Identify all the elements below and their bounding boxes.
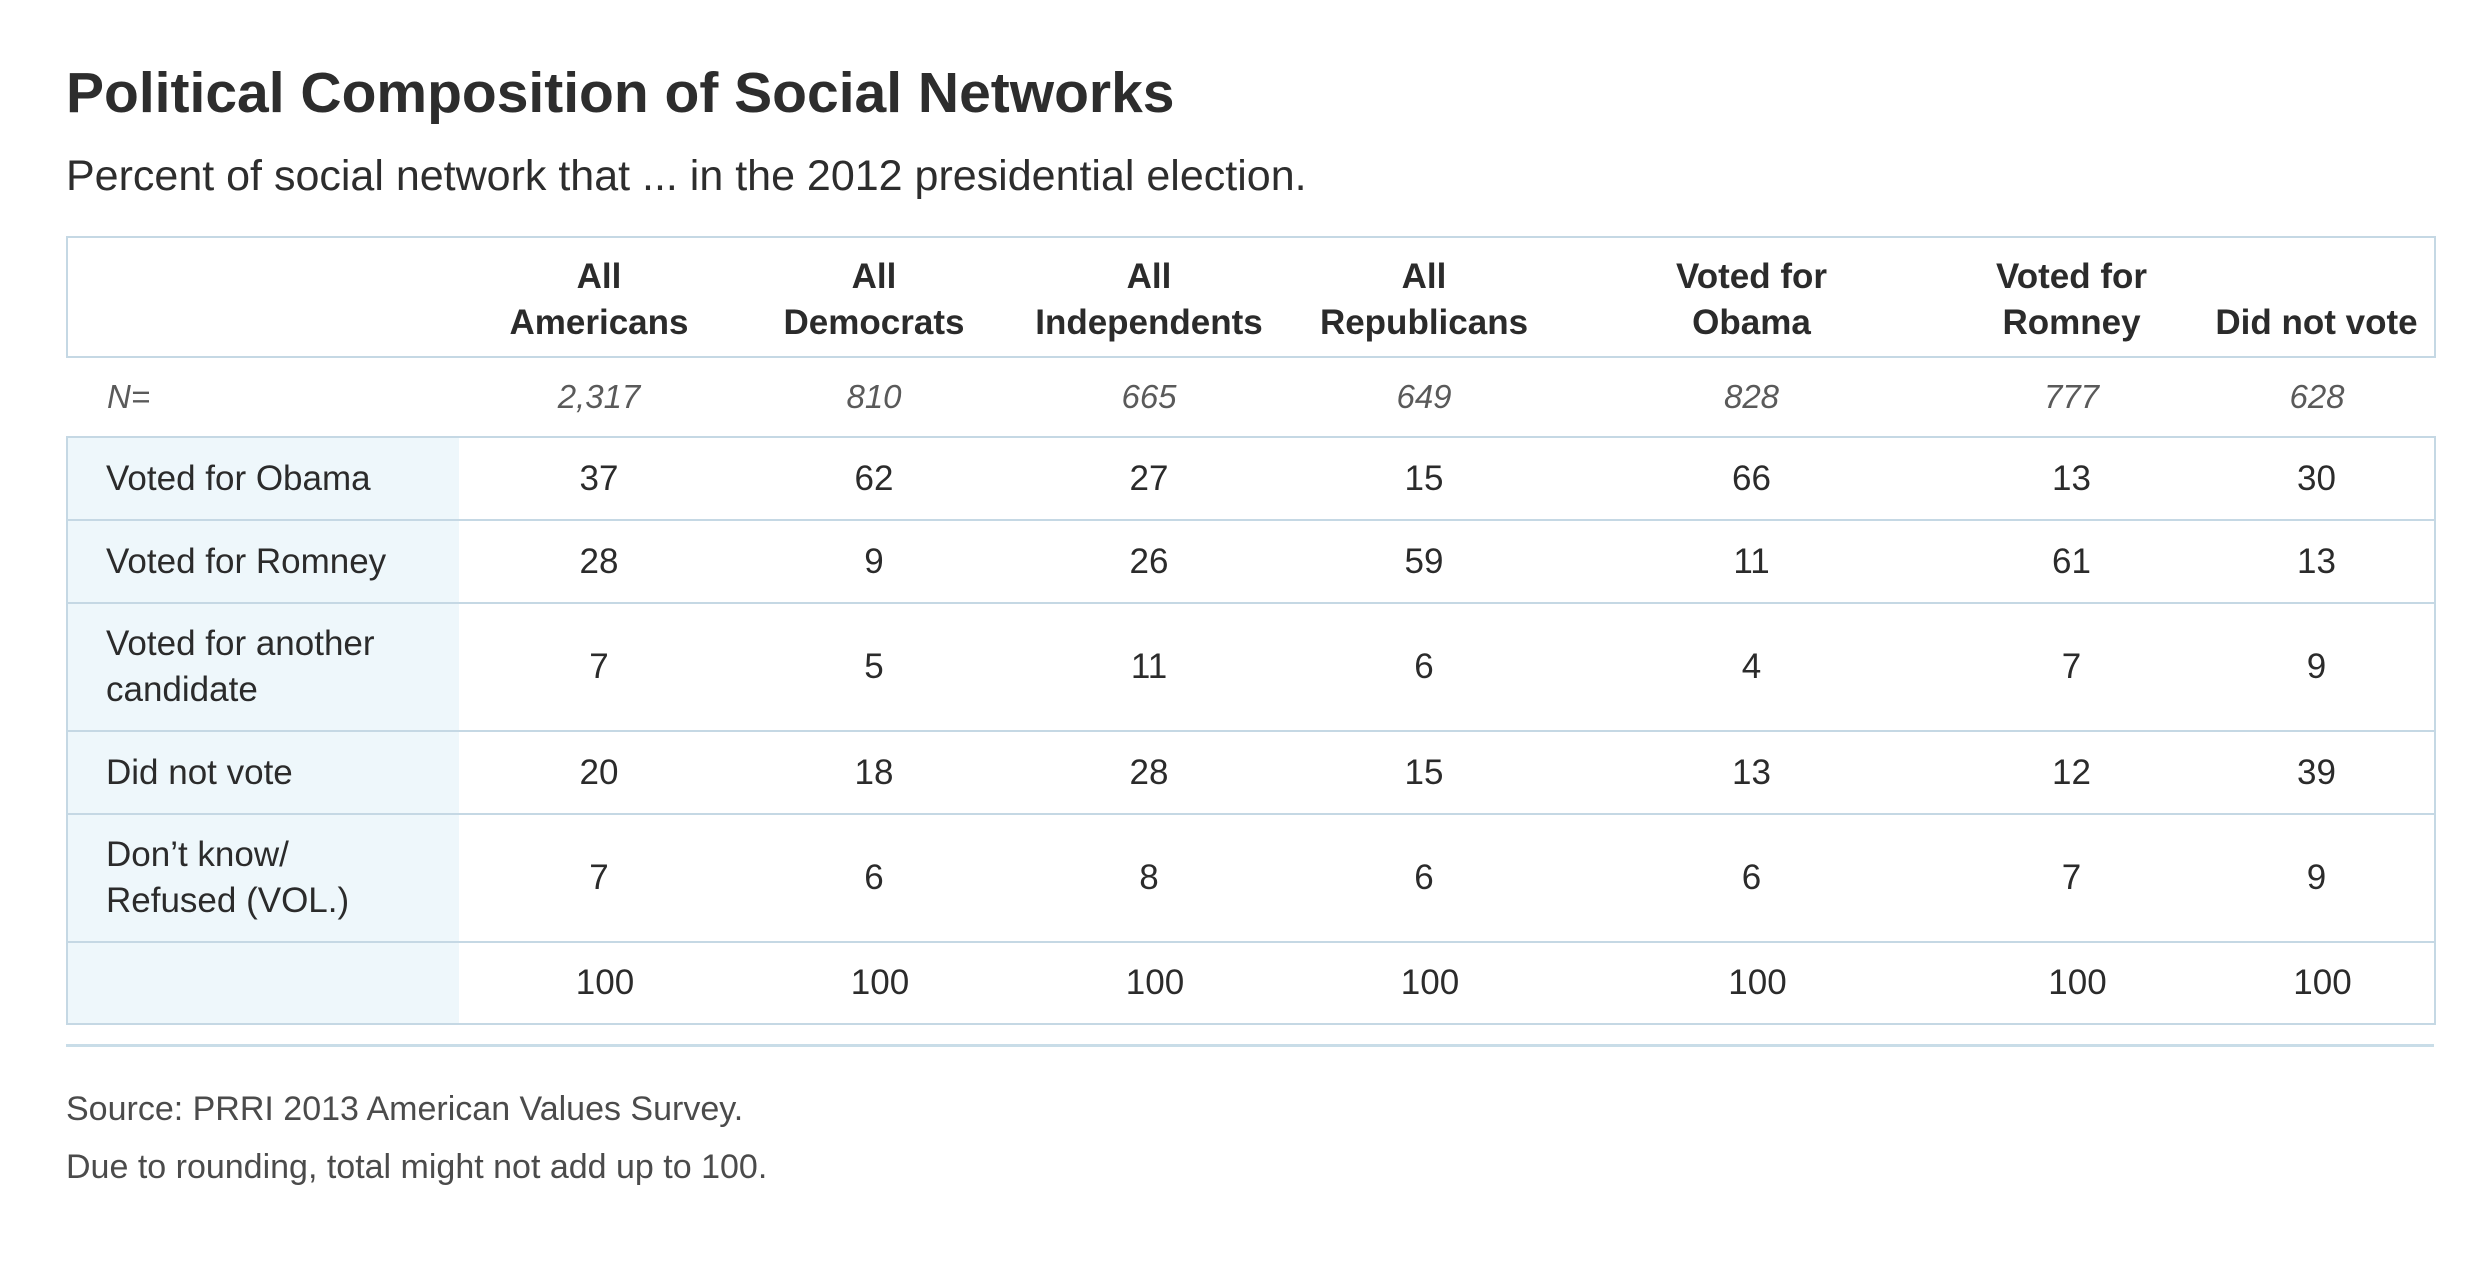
total-cell: 100 bbox=[1289, 942, 1559, 1025]
row-label: Did not vote bbox=[66, 731, 459, 815]
total-cell: 100 bbox=[1009, 942, 1289, 1025]
table-row: Did not vote 20 18 28 15 13 12 39 bbox=[66, 731, 2436, 815]
table-cell: 4 bbox=[1559, 603, 1944, 732]
totals-label bbox=[66, 942, 459, 1025]
table-cell: 6 bbox=[739, 814, 1009, 943]
table-cell: 18 bbox=[739, 731, 1009, 815]
total-cell: 100 bbox=[739, 942, 1009, 1025]
n-label: N= bbox=[67, 357, 459, 438]
column-header: All Republicans bbox=[1289, 236, 1559, 358]
column-header: Voted for Obama bbox=[1559, 236, 1944, 358]
table-cell: 62 bbox=[739, 437, 1009, 521]
table-cell: 6 bbox=[1559, 814, 1944, 943]
row-label: Voted for Obama bbox=[66, 437, 459, 521]
table-cell: 15 bbox=[1289, 437, 1559, 521]
row-label: Don’t know/ Refused (VOL.) bbox=[66, 814, 459, 943]
sample-size-row: N= 2,317 810 665 649 828 777 628 bbox=[67, 357, 2435, 438]
table-cell: 15 bbox=[1289, 731, 1559, 815]
total-cell: 100 bbox=[1559, 942, 1944, 1025]
table-cell: 6 bbox=[1289, 603, 1559, 732]
chart-subtitle: Percent of social network that ... in th… bbox=[66, 152, 1307, 200]
column-header: All Independents bbox=[1009, 236, 1289, 358]
table-cell: 6 bbox=[1289, 814, 1559, 943]
table-cell: 61 bbox=[1944, 520, 2199, 604]
table-cell: 28 bbox=[459, 520, 739, 604]
table-cell: 13 bbox=[2199, 520, 2436, 604]
footer-divider bbox=[66, 1044, 2434, 1047]
table-cell: 27 bbox=[1009, 437, 1289, 521]
n-value: 810 bbox=[739, 357, 1009, 438]
table-cell: 9 bbox=[2199, 603, 2436, 732]
n-value: 777 bbox=[1944, 357, 2199, 438]
table-cell: 9 bbox=[2199, 814, 2436, 943]
table-cell: 39 bbox=[2199, 731, 2436, 815]
column-header: All Democrats bbox=[739, 236, 1009, 358]
table-cell: 28 bbox=[1009, 731, 1289, 815]
table-cell: 11 bbox=[1559, 520, 1944, 604]
table-row: Voted for another candidate 7 5 11 6 4 7… bbox=[66, 603, 2436, 732]
table-cell: 37 bbox=[459, 437, 739, 521]
table-row: Voted for Obama 37 62 27 15 66 13 30 bbox=[66, 437, 2436, 521]
table-cell: 8 bbox=[1009, 814, 1289, 943]
n-value: 2,317 bbox=[459, 357, 739, 438]
total-cell: 100 bbox=[2199, 942, 2436, 1025]
table-row: Don’t know/ Refused (VOL.) 7 6 8 6 6 7 9 bbox=[66, 814, 2436, 943]
table-cell: 7 bbox=[459, 603, 739, 732]
column-header: All Americans bbox=[459, 236, 739, 358]
table-cell: 7 bbox=[459, 814, 739, 943]
n-value: 628 bbox=[2199, 357, 2435, 438]
data-table: All Americans All Democrats All Independ… bbox=[66, 236, 2436, 1025]
table-cell: 26 bbox=[1009, 520, 1289, 604]
n-value: 665 bbox=[1009, 357, 1289, 438]
totals-row: 100 100 100 100 100 100 100 bbox=[66, 942, 2436, 1025]
table-cell: 5 bbox=[739, 603, 1009, 732]
rounding-note: Due to rounding, total might not add up … bbox=[66, 1148, 768, 1186]
row-label: Voted for Romney bbox=[66, 520, 459, 604]
column-header-row: All Americans All Democrats All Independ… bbox=[66, 236, 2436, 358]
table-cell: 13 bbox=[1559, 731, 1944, 815]
source-note: Source: PRRI 2013 American Values Survey… bbox=[66, 1090, 744, 1128]
total-cell: 100 bbox=[459, 942, 739, 1025]
table-cell: 20 bbox=[459, 731, 739, 815]
table-cell: 12 bbox=[1944, 731, 2199, 815]
table-cell: 7 bbox=[1944, 603, 2199, 732]
table-cell: 66 bbox=[1559, 437, 1944, 521]
header-corner bbox=[66, 236, 459, 358]
column-header: Voted for Romney bbox=[1944, 236, 2199, 358]
column-header: Did not vote bbox=[2199, 236, 2436, 358]
table-cell: 7 bbox=[1944, 814, 2199, 943]
n-value: 828 bbox=[1559, 357, 1944, 438]
table-cell: 30 bbox=[2199, 437, 2436, 521]
table-cell: 59 bbox=[1289, 520, 1559, 604]
table-cell: 11 bbox=[1009, 603, 1289, 732]
chart-title: Political Composition of Social Networks bbox=[66, 61, 1175, 125]
table-cell: 9 bbox=[739, 520, 1009, 604]
table-row: Voted for Romney 28 9 26 59 11 61 13 bbox=[66, 520, 2436, 604]
n-value: 649 bbox=[1289, 357, 1559, 438]
row-label: Voted for another candidate bbox=[66, 603, 459, 732]
table-cell: 13 bbox=[1944, 437, 2199, 521]
total-cell: 100 bbox=[1944, 942, 2199, 1025]
